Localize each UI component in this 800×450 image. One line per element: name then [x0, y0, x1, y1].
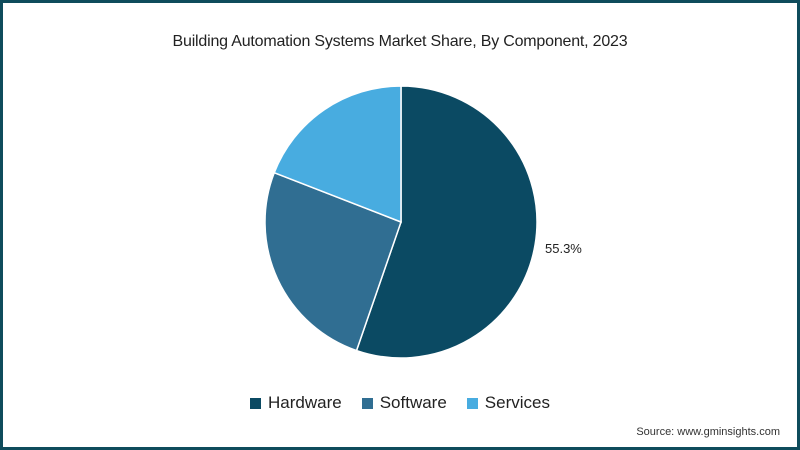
hardware-data-label: 55.3%	[545, 241, 582, 256]
legend: Hardware Software Services	[0, 393, 800, 413]
pie-slice-software	[264, 171, 402, 352]
pie-slices	[264, 85, 538, 359]
hardware-swatch	[250, 397, 261, 409]
software-swatch	[361, 397, 373, 409]
legend-label-software: Software	[379, 393, 447, 412]
legend-label-hardware: Hardware	[268, 393, 342, 412]
legend-item-software: Software	[361, 393, 447, 413]
services-swatch	[466, 397, 478, 409]
source-credit: Source: www.gminsights.com	[636, 426, 780, 438]
legend-item-services: Services	[466, 393, 550, 413]
chart-title: Building Automation Systems Market Share…	[172, 33, 628, 50]
legend-item-hardware: Hardware	[250, 393, 342, 413]
pie-slice-services	[273, 85, 402, 224]
legend-label-services: Services	[484, 393, 550, 412]
